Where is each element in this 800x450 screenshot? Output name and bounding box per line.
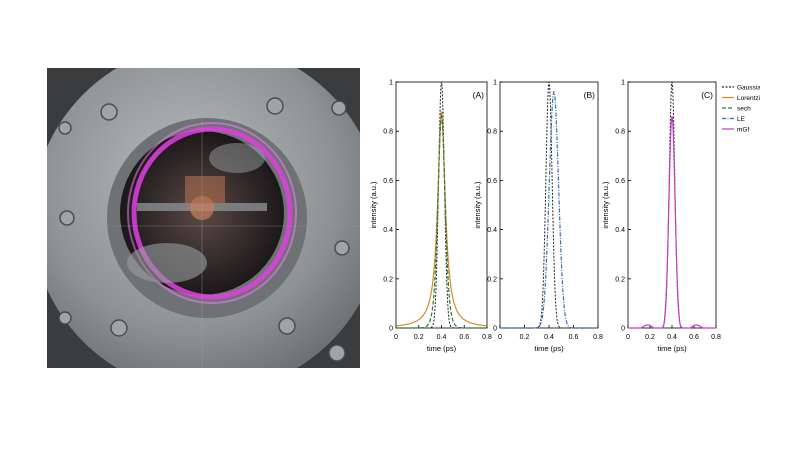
y-tick-label: 0.4 xyxy=(487,227,497,234)
y-axis-title: intensity (a.u.) xyxy=(601,181,610,229)
x-tick-label: 0.4 xyxy=(544,334,554,341)
x-axis-title: time (ps) xyxy=(427,344,457,353)
legend: Gaussian Lorentzian sech LE mGf xyxy=(722,84,760,133)
series-line-gaussian xyxy=(500,81,598,329)
x-tick-label: 0.2 xyxy=(414,334,424,341)
y-tick-label: 0 xyxy=(493,326,497,333)
y-axis-title: intensity (a.u.) xyxy=(473,181,482,229)
panel-label: (A) xyxy=(473,90,485,100)
legend-label-gaussian: Gaussian xyxy=(737,84,760,91)
x-tick-label: 0.8 xyxy=(593,334,603,341)
y-tick-label: 0.6 xyxy=(383,178,393,185)
y-tick-label: 0.8 xyxy=(383,129,393,136)
vacuum-chamber-viewport-photo-icon xyxy=(47,68,360,368)
legend-label-le: LE xyxy=(737,116,746,123)
y-tick-label: 1 xyxy=(493,80,497,87)
chart-panel-3: 0 0.2 0.4 0.6 0.8 1 0 0.2 0.4 0.6 0.8 time (ps) inte… xyxy=(601,80,721,354)
x-tick-label: 0.6 xyxy=(689,334,699,341)
x-tick-label: 0.4 xyxy=(437,334,447,341)
legend-label-sech: sech xyxy=(737,105,751,112)
y-tick-label: 0.6 xyxy=(487,178,497,185)
chart-panel-1: 0 0.2 0.4 0.6 0.8 1 0 0.2 0.4 0.6 0.8 time (ps) inte… xyxy=(369,80,492,354)
y-tick-label: 0.2 xyxy=(487,276,497,283)
x-tick-label: 0 xyxy=(394,334,398,341)
x-tick-label: 0 xyxy=(626,334,630,341)
x-tick-label: 0.2 xyxy=(520,334,530,341)
y-tick-label: 0.4 xyxy=(383,227,393,234)
x-tick-label: 0.8 xyxy=(711,334,721,341)
series-line-gaussian xyxy=(628,81,716,329)
y-tick-label: 0.8 xyxy=(615,129,625,136)
chamber-photo xyxy=(47,68,360,368)
x-tick-label: 0.4 xyxy=(667,334,677,341)
y-axis-title: intensity (a.u.) xyxy=(369,181,378,229)
x-tick-label: 0.6 xyxy=(459,334,469,341)
series-line-sech xyxy=(396,114,487,329)
series-line-lorentzian xyxy=(395,111,488,327)
panel-label: (C) xyxy=(701,90,713,100)
y-tick-label: 0.8 xyxy=(487,129,497,136)
y-tick-label: 0.2 xyxy=(615,276,625,283)
chart-panel-2: 0 0.2 0.4 0.6 0.8 1 0 0.2 0.4 0.6 0.8 time (ps) inte… xyxy=(473,80,603,354)
x-tick-label: 0 xyxy=(498,334,502,341)
x-tick-label: 0.2 xyxy=(645,334,655,341)
y-tick-label: 1 xyxy=(621,80,625,87)
y-tick-label: 0.4 xyxy=(615,227,625,234)
series-line-le xyxy=(500,90,598,329)
y-tick-label: 0.6 xyxy=(615,178,625,185)
pulse-profile-charts: 0 0.2 0.4 0.6 0.8 1 0 0.2 0.4 0.6 0.8 time (ps) inte… xyxy=(369,80,760,354)
x-axis-title: time (ps) xyxy=(657,344,687,353)
y-tick-label: 0 xyxy=(621,326,625,333)
x-axis-title: time (ps) xyxy=(534,344,564,353)
y-tick-label: 1 xyxy=(389,80,393,87)
x-tick-label: 0.6 xyxy=(569,334,579,341)
x-tick-label: 0.8 xyxy=(482,334,492,341)
y-tick-label: 0 xyxy=(389,326,393,333)
series-line-mgf xyxy=(627,116,717,329)
legend-label-lorentzian: Lorentzian xyxy=(737,95,760,102)
panel-label: (B) xyxy=(584,90,596,100)
y-tick-label: 0.2 xyxy=(383,276,393,283)
legend-label-mgf: mGf xyxy=(737,126,749,133)
